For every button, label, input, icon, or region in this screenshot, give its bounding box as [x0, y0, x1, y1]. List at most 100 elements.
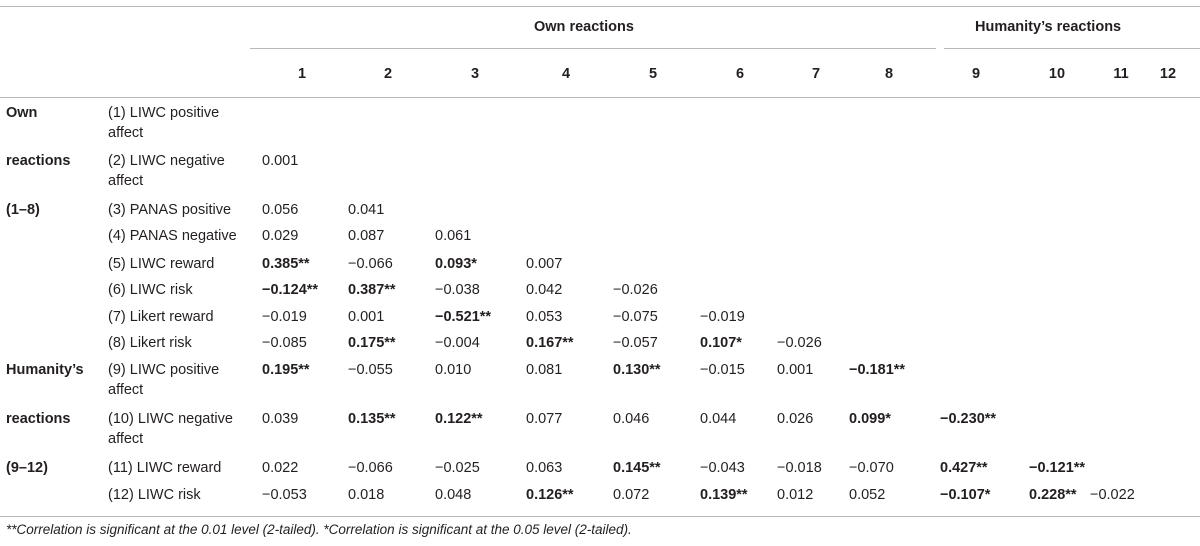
top-rule — [0, 6, 1200, 7]
correlation-cell: 0.145** — [613, 460, 661, 476]
correlation-cell: −0.057 — [613, 335, 658, 351]
row-label-line: affect — [108, 173, 144, 189]
correlation-cell: 0.077 — [526, 411, 563, 427]
row-label-line: (8) Likert risk — [108, 335, 192, 351]
correlation-cell: 0.093* — [435, 256, 477, 272]
group-header-own-reactions: Own reactions — [534, 19, 634, 35]
row-label-line: (6) LIWC risk — [108, 282, 193, 298]
correlation-cell: 0.001 — [777, 362, 814, 378]
correlation-cell: −0.121** — [1029, 460, 1086, 476]
own-reactions-underline — [250, 48, 936, 49]
correlation-cell: 0.048 — [435, 487, 472, 503]
correlation-cell: −0.004 — [435, 335, 480, 351]
correlation-cell: 0.228** — [1029, 487, 1077, 503]
correlation-cell: −0.124** — [262, 282, 319, 298]
correlation-cell: −0.053 — [262, 487, 307, 503]
row-label-line: (7) Likert reward — [108, 309, 214, 325]
correlation-cell: 0.052 — [849, 487, 886, 503]
correlation-cell: 0.139** — [700, 487, 748, 503]
correlation-cell: 0.026 — [777, 411, 814, 427]
correlation-cell: −0.026 — [613, 282, 658, 298]
column-header-1: 1 — [297, 66, 307, 82]
correlation-cell: 0.007 — [526, 256, 563, 272]
correlation-cell: 0.053 — [526, 309, 563, 325]
correlation-cell: −0.070 — [849, 460, 894, 476]
row-label-7: (7) Likert reward — [108, 307, 248, 327]
row-label-10: (10) LIWC negative affect — [108, 409, 248, 449]
row-label-line: (2) LIWC negative — [108, 153, 225, 169]
correlation-cell: −0.043 — [700, 460, 745, 476]
correlation-cell: −0.018 — [777, 460, 822, 476]
header-bottom-rule — [0, 97, 1200, 98]
group-label-line: Own — [6, 105, 38, 121]
row-label-line: (1) LIWC positive — [108, 105, 220, 121]
row-label-6: (6) LIWC risk — [108, 280, 248, 300]
group-header-humanity-reactions: Humanity’s reactions — [975, 19, 1122, 35]
correlation-cell: 0.039 — [262, 411, 299, 427]
correlation-cell: −0.521** — [435, 309, 492, 325]
row-label-line: affect — [108, 382, 144, 398]
correlation-cell: −0.075 — [613, 309, 658, 325]
correlation-cell: −0.107* — [940, 487, 991, 503]
correlation-cell: 0.107* — [700, 335, 742, 351]
correlation-cell: 0.001 — [348, 309, 385, 325]
column-header-2: 2 — [383, 66, 393, 82]
correlation-cell: 0.018 — [348, 487, 385, 503]
correlation-cell: −0.066 — [348, 460, 393, 476]
row-label-1: (1) LIWC positive affect — [108, 103, 248, 143]
row-label-line: (4) PANAS negative — [108, 228, 237, 244]
correlation-cell: 0.056 — [262, 202, 299, 218]
row-label-line: (11) LIWC reward — [108, 460, 222, 476]
group-label-line: reactions — [6, 411, 71, 427]
correlation-cell: 0.010 — [435, 362, 472, 378]
row-label-2: (2) LIWC negative affect — [108, 151, 248, 191]
correlation-cell: 0.081 — [526, 362, 563, 378]
correlation-cell: −0.085 — [262, 335, 307, 351]
humanity-reactions-underline — [944, 48, 1200, 49]
column-header-7: 7 — [811, 66, 821, 82]
row-label-11: (11) LIWC reward — [108, 458, 248, 478]
column-header-6: 6 — [735, 66, 745, 82]
column-header-11: 11 — [1113, 66, 1129, 82]
row-label-line: (12) LIWC risk — [108, 487, 201, 503]
correlation-cell: 0.022 — [262, 460, 299, 476]
row-label-line: (10) LIWC negative — [108, 411, 233, 427]
correlation-cell: −0.038 — [435, 282, 480, 298]
correlation-cell: 0.029 — [262, 228, 299, 244]
correlation-cell: 0.072 — [613, 487, 650, 503]
row-label-line: affect — [108, 125, 144, 141]
column-header-9: 9 — [971, 66, 981, 82]
correlation-cell: 0.044 — [700, 411, 737, 427]
correlation-cell: 0.175** — [348, 335, 396, 351]
row-label-9: (9) LIWC positive affect — [108, 360, 248, 400]
group-label-line: (9–12) — [6, 460, 48, 476]
correlation-cell: 0.042 — [526, 282, 563, 298]
row-label-line: (9) LIWC positive — [108, 362, 220, 378]
correlation-cell: −0.230** — [940, 411, 997, 427]
correlation-cell: 0.099* — [849, 411, 891, 427]
column-header-3: 3 — [470, 66, 480, 82]
correlation-cell: 0.061 — [435, 228, 472, 244]
footnote: **Correlation is significant at the 0.01… — [6, 522, 632, 537]
row-label-8: (8) Likert risk — [108, 333, 248, 353]
row-label-line: affect — [108, 431, 144, 447]
correlation-cell: 0.087 — [348, 228, 385, 244]
row-label-3: (3) PANAS positive — [108, 200, 248, 220]
row-label-12: (12) LIWC risk — [108, 485, 248, 505]
correlation-cell: −0.015 — [700, 362, 745, 378]
correlation-cell: −0.019 — [700, 309, 745, 325]
correlation-cell: 0.135** — [348, 411, 396, 427]
group-label-line: reactions — [6, 153, 71, 169]
correlation-cell: 0.385** — [262, 256, 310, 272]
correlation-cell: −0.025 — [435, 460, 480, 476]
column-header-4: 4 — [561, 66, 571, 82]
correlation-cell: 0.195** — [262, 362, 310, 378]
correlation-cell: −0.026 — [777, 335, 822, 351]
correlation-cell: −0.022 — [1090, 487, 1135, 503]
group-label-line: (1–8) — [6, 202, 40, 218]
correlation-cell: 0.046 — [613, 411, 650, 427]
row-label-4: (4) PANAS negative — [108, 226, 248, 246]
correlation-cell: 0.041 — [348, 202, 385, 218]
group-label-line: Humanity’s — [6, 362, 84, 378]
bottom-rule — [0, 516, 1200, 517]
